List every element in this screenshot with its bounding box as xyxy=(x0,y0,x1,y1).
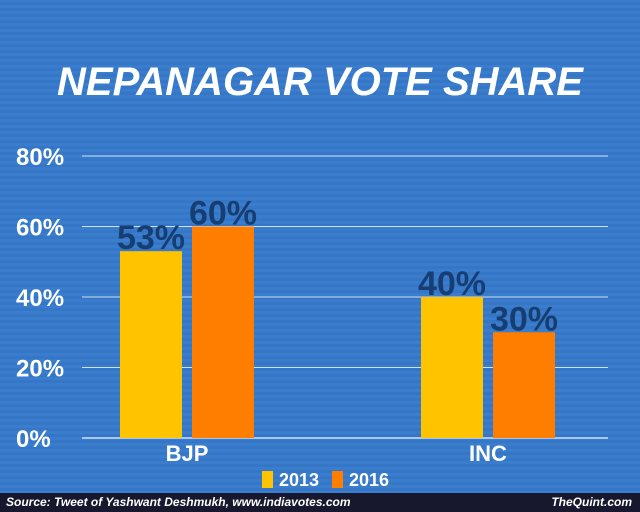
y-tick-label: 80% xyxy=(16,144,64,171)
bars: 53%60% 40%30% xyxy=(117,195,558,438)
y-axis-ticks: 0% 20% 40% 60% 80% xyxy=(16,144,64,453)
source-credit: Source: Tweet of Yashwant Deshmukh, www.… xyxy=(6,495,351,509)
data-label: 40% xyxy=(418,265,486,303)
legend-label: 2013 xyxy=(279,470,319,490)
y-tick-label: 0% xyxy=(16,426,51,453)
data-label: 53% xyxy=(117,219,185,257)
footer-bar: Source: Tweet of Yashwant Deshmukh, www.… xyxy=(0,493,640,512)
brand-logo-text: TheQuint.com xyxy=(551,495,632,509)
data-label: 60% xyxy=(189,195,257,233)
legend-label: 2016 xyxy=(349,470,389,490)
bar-chart: NEPANAGAR VOTE SHARE 0%20%40%60%80% 53%6… xyxy=(16,60,608,490)
x-tick-label: INC xyxy=(469,441,507,466)
bar-bjp-2016 xyxy=(192,226,254,438)
data-label: 30% xyxy=(490,300,558,338)
chart-title: NEPANAGAR VOTE SHARE xyxy=(57,60,584,104)
bar-bjp-2013 xyxy=(120,251,182,438)
y-tick-label: 40% xyxy=(16,285,64,312)
legend-swatch xyxy=(332,471,343,488)
x-tick-label: BJP xyxy=(166,441,209,466)
legend: 2013 2016 xyxy=(262,470,389,490)
y-tick-label: 60% xyxy=(16,215,64,242)
bar-inc-2016 xyxy=(493,332,555,438)
bar-inc-2013 xyxy=(421,297,483,438)
y-tick-label: 20% xyxy=(16,356,64,383)
x-axis-ticks: BJP INC xyxy=(166,441,507,466)
legend-swatch xyxy=(262,471,273,488)
